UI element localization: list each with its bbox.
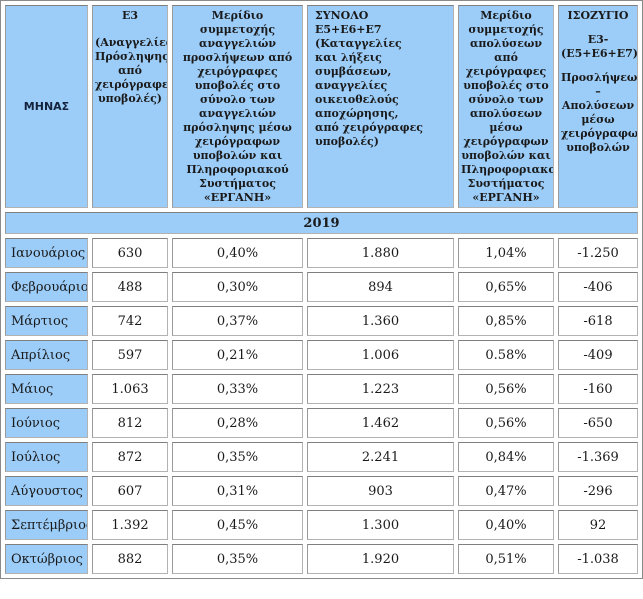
fires-share-cell: 0.58%: [458, 340, 554, 370]
balance-cell: -650: [558, 408, 638, 438]
column-header-hires-share: Μερίδιο συμμετοχής αναγγελιών προσλήψεων…: [172, 5, 303, 208]
table-row: Φεβρουάριος 488 0,30% 894 0,65% -406: [5, 272, 638, 302]
total-cell: 1.920: [307, 544, 454, 574]
total-cell: 1.006: [307, 340, 454, 370]
total-line: αποχώρησης,: [315, 107, 399, 120]
hires-share-cell: 0,33%: [172, 374, 303, 404]
month-cell: Οκτώβριος: [5, 544, 88, 574]
header-row: ΜΗΝΑΣ Ε3 (Αναγγελίες Πρόσληψης από χειρό…: [5, 5, 638, 208]
hires-share-cell: 0,31%: [172, 476, 303, 506]
balance-cell: -1.038: [558, 544, 638, 574]
e3-cell: 1.392: [92, 510, 168, 540]
fires-share-cell: 0,47%: [458, 476, 554, 506]
column-header-total: ΣΥΝΟΛΟ Ε5+Ε6+Ε7 (Καταγγελίες και λήξεις …: [307, 5, 454, 208]
fires-share-cell: 0,85%: [458, 306, 554, 336]
hires-share-cell: 0,30%: [172, 272, 303, 302]
total-cell: 2.241: [307, 442, 454, 472]
fires-share-cell: 0,56%: [458, 408, 554, 438]
fires-share-cell: 0,56%: [458, 374, 554, 404]
total-cell: 894: [307, 272, 454, 302]
total-line: ΣΥΝΟΛΟ: [315, 9, 369, 22]
e3-cell: 630: [92, 238, 168, 268]
total-line: από χειρόγραφες: [315, 121, 423, 134]
month-cell: Ιανουάριος: [5, 238, 88, 268]
total-line: υποβολές): [315, 135, 379, 148]
fires-share-cell: 0,51%: [458, 544, 554, 574]
e3-subtitle: (Αναγγελίες Πρόσληψης από χειρόγραφες υπ…: [95, 36, 168, 105]
month-cell: Φεβρουάριος: [5, 272, 88, 302]
fires-share-cell: 0,84%: [458, 442, 554, 472]
year-banner: 2019: [5, 212, 638, 234]
e3-cell: 597: [92, 340, 168, 370]
balance-subtitle: Προσλήψεων – Απολύσεων μέσω χειρόγραφων …: [561, 71, 638, 154]
table-row: Ιανουάριος 630 0,40% 1.880 1,04% -1.250: [5, 238, 638, 268]
monthly-table: ΜΗΝΑΣ Ε3 (Αναγγελίες Πρόσληψης από χειρό…: [0, 0, 643, 579]
e3-cell: 488: [92, 272, 168, 302]
table-row: Μάρτιος 742 0,37% 1.360 0,85% -618: [5, 306, 638, 336]
table-row: Ιούλιος 872 0,35% 2.241 0,84% -1.369: [5, 442, 638, 472]
table-row: Οκτώβριος 882 0,35% 1.920 0,51% -1.038: [5, 544, 638, 574]
year-banner-row: 2019: [5, 212, 638, 234]
total-cell: 1.300: [307, 510, 454, 540]
total-cell: 903: [307, 476, 454, 506]
total-cell: 1.223: [307, 374, 454, 404]
balance-cell: -160: [558, 374, 638, 404]
e3-cell: 1.063: [92, 374, 168, 404]
total-line: αναγγελίες οικειοθελούς: [315, 79, 399, 106]
hires-share-cell: 0,28%: [172, 408, 303, 438]
column-header-balance: ΙΣΟΖΥΓΙΟ Ε3-(Ε5+Ε6+Ε7) Προσλήψεων – Απολ…: [558, 5, 638, 208]
column-header-month: ΜΗΝΑΣ: [5, 5, 88, 208]
month-cell: Απρίλιος: [5, 340, 88, 370]
table-row: Σεπτέμβριος 1.392 0,45% 1.300 0,40% 92: [5, 510, 638, 540]
balance-cell: -409: [558, 340, 638, 370]
month-cell: Ιούλιος: [5, 442, 88, 472]
fires-share-cell: 0,65%: [458, 272, 554, 302]
total-cell: 1.360: [307, 306, 454, 336]
hires-share-cell: 0,40%: [172, 238, 303, 268]
balance-title: ΙΣΟΖΥΓΙΟ: [567, 9, 629, 22]
e3-title: Ε3: [121, 9, 139, 22]
total-line: (Καταγγελίες: [315, 37, 402, 50]
fires-share-cell: 0,40%: [458, 510, 554, 540]
e3-cell: 872: [92, 442, 168, 472]
hires-share-cell: 0,45%: [172, 510, 303, 540]
hires-share-cell: 0,35%: [172, 442, 303, 472]
e3-cell: 742: [92, 306, 168, 336]
month-cell: Μάρτιος: [5, 306, 88, 336]
month-cell: Μάιος: [5, 374, 88, 404]
hires-share-cell: 0,35%: [172, 544, 303, 574]
total-line: και λήξεις συμβάσεων,: [315, 51, 392, 78]
balance-cell: 92: [558, 510, 638, 540]
e3-cell: 812: [92, 408, 168, 438]
balance-cell: -618: [558, 306, 638, 336]
balance-cell: -1.369: [558, 442, 638, 472]
fires-share-cell: 1,04%: [458, 238, 554, 268]
total-cell: 1.462: [307, 408, 454, 438]
column-header-fires-share: Μερίδιο συμμετοχής απολύσεων από χειρόγρ…: [458, 5, 554, 208]
hires-share-cell: 0,21%: [172, 340, 303, 370]
e3-cell: 882: [92, 544, 168, 574]
table-row: Αύγουστος 607 0,31% 903 0,47% -296: [5, 476, 638, 506]
total-line: Ε5+Ε6+Ε7: [315, 23, 382, 36]
table-row: Μάιος 1.063 0,33% 1.223 0,56% -160: [5, 374, 638, 404]
balance-cell: -296: [558, 476, 638, 506]
balance-cell: -1.250: [558, 238, 638, 268]
month-cell: Ιούνιος: [5, 408, 88, 438]
table-row: Ιούνιος 812 0,28% 1.462 0,56% -650: [5, 408, 638, 438]
table-row: Απρίλιος 597 0,21% 1.006 0.58% -409: [5, 340, 638, 370]
month-cell: Αύγουστος: [5, 476, 88, 506]
total-cell: 1.880: [307, 238, 454, 268]
balance-cell: -406: [558, 272, 638, 302]
hires-share-cell: 0,37%: [172, 306, 303, 336]
column-header-e3: Ε3 (Αναγγελίες Πρόσληψης από χειρόγραφες…: [92, 5, 168, 208]
month-cell: Σεπτέμβριος: [5, 510, 88, 540]
balance-formula: Ε3-(Ε5+Ε6+Ε7): [561, 33, 638, 60]
e3-cell: 607: [92, 476, 168, 506]
